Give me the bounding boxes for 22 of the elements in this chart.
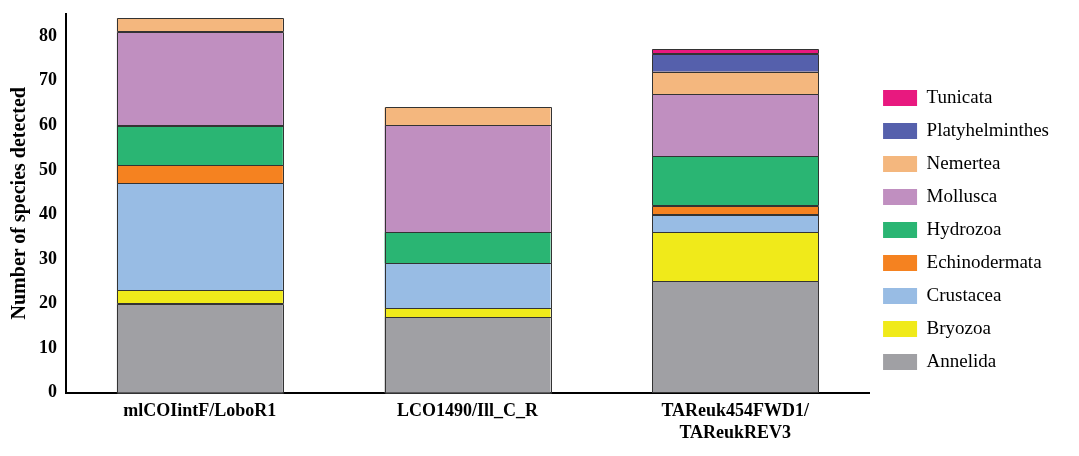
legend-label: Nemertea [926, 151, 1001, 173]
y-tick-label: 30 [39, 247, 57, 268]
x-tick-label: TAReuk454FWD1/TAReukREV3 [661, 400, 811, 442]
y-tick-label: 60 [39, 113, 57, 134]
y-tick-label: 0 [48, 381, 57, 402]
x-tick-label: mlCOIintF/LoboR1 [123, 400, 277, 421]
legend-label: Echinodermata [926, 250, 1043, 272]
legend-label: Mollusca [926, 184, 998, 206]
legend-label: Tunicata [926, 85, 993, 107]
x-tick-label: LCO1490/Ill_C_R [397, 400, 540, 421]
y-tick-label: 80 [39, 24, 57, 45]
y-tick-label: 50 [39, 158, 57, 179]
y-tick-label: 40 [39, 203, 57, 224]
legend-label: Bryozoa [926, 316, 992, 338]
y-tick-label: 10 [39, 336, 57, 357]
y-axis-title: Number of species detected [7, 87, 31, 320]
y-tick-label: 20 [39, 292, 57, 313]
legend-label: Annelida [926, 349, 997, 371]
legend-label: Hydrozoa [926, 217, 1003, 239]
legend-label: Platyhelminthes [926, 118, 1049, 140]
legend-label: Crustacea [926, 283, 1003, 305]
y-tick-label: 70 [39, 69, 57, 90]
